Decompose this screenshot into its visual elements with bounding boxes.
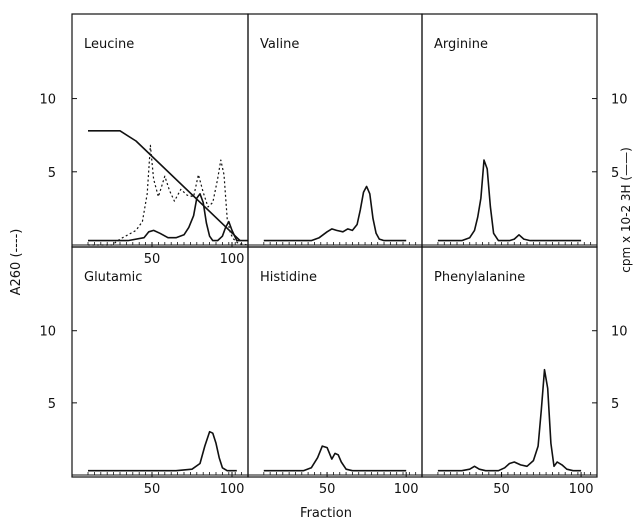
- right-y-axis-label: cpm x 10-2 3H (——): [619, 147, 633, 273]
- x-tick-label: 50: [144, 252, 161, 267]
- solid-series-line: [437, 368, 582, 472]
- x-tick-label: 50: [319, 482, 336, 497]
- x-tick-label: 100: [569, 482, 594, 497]
- panel-title: Phenylalanine: [434, 270, 525, 285]
- solid-series-line: [437, 159, 582, 242]
- y-tick-label: 5: [611, 397, 619, 412]
- panel-grid: Leucine 50 100 5 10 Valine Arginine 5 10 Glutamic…: [39, 13, 628, 497]
- x-axis-label: Fraction: [300, 506, 352, 521]
- panel-title: Histidine: [260, 270, 317, 285]
- x-tick-label: 50: [493, 482, 510, 497]
- x-tick-label: 100: [220, 482, 245, 497]
- panel-frame: [421, 246, 598, 478]
- x-tick-label: 100: [220, 252, 245, 267]
- y-tick-label: 10: [39, 325, 56, 340]
- y-tick-label: 5: [611, 166, 619, 181]
- solid-series-line: [263, 185, 407, 242]
- panel-title: Glutamic: [84, 270, 142, 285]
- y-tick-label: 5: [48, 397, 56, 412]
- solid-series-line: [88, 193, 248, 242]
- panel-title: Valine: [260, 37, 299, 52]
- x-tick-label: 50: [144, 482, 161, 497]
- panel-title: Leucine: [84, 37, 134, 52]
- y-tick-label: 5: [48, 166, 56, 181]
- y-tick-label: 10: [611, 325, 628, 340]
- y-tick-label: 10: [39, 93, 56, 108]
- x-tick-label: 100: [394, 482, 419, 497]
- panel-title: Arginine: [434, 37, 488, 52]
- left-y-axis-label: A260 (----): [9, 229, 24, 296]
- dotted-series-line: [88, 144, 249, 246]
- gradient-series-line: [88, 130, 241, 242]
- solid-series-line: [88, 430, 237, 472]
- solid-series-line: [263, 445, 407, 472]
- y-tick-label: 10: [611, 93, 628, 108]
